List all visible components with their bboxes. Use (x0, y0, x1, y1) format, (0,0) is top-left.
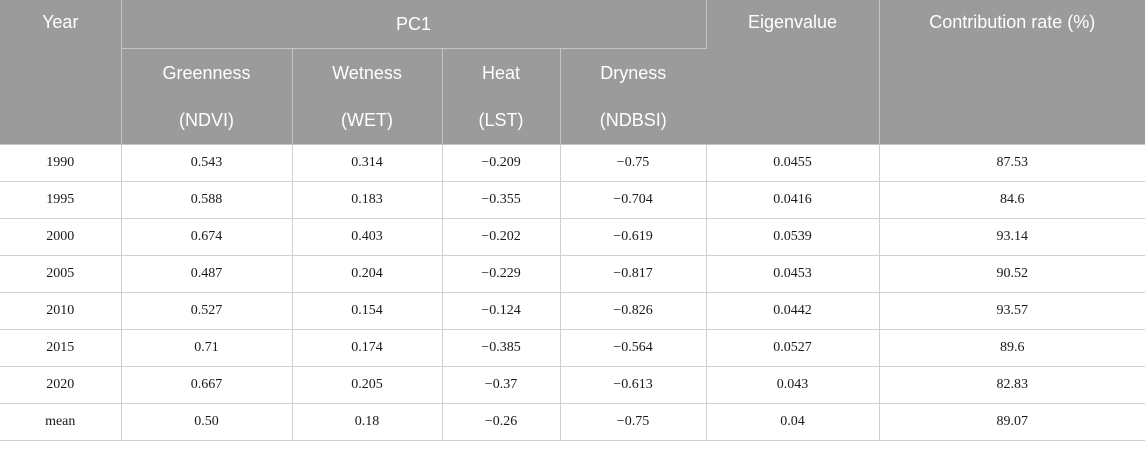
eigenvalue-cell: 0.0416 (706, 181, 880, 219)
header-dryness: Dryness (560, 48, 707, 97)
ndbsi-cell: −0.826 (560, 292, 707, 330)
eigenvalue-cell: 0.0527 (706, 329, 880, 367)
wet-cell: 0.183 (292, 181, 443, 219)
ndbsi-cell: −0.613 (560, 366, 707, 404)
ndvi-cell: 0.50 (121, 403, 293, 441)
contribution-rate-cell: 93.57 (879, 292, 1145, 330)
ndbsi-cell: −0.619 (560, 218, 707, 256)
year-cell: 2000 (0, 218, 122, 256)
table-row: 2020 0.667 0.205 −0.37 −0.613 0.043 82.83 (0, 366, 1145, 404)
wet-cell: 0.314 (292, 144, 443, 182)
table-row: 1995 0.588 0.183 −0.355 −0.704 0.0416 84.6 (0, 181, 1145, 219)
ndvi-cell: 0.527 (121, 292, 293, 330)
wet-cell: 0.154 (292, 292, 443, 330)
lst-cell: −0.124 (442, 292, 561, 330)
ndvi-cell: 0.588 (121, 181, 293, 219)
ndvi-cell: 0.487 (121, 255, 293, 293)
header-contribution-rate: Contribution rate (%) (879, 0, 1145, 145)
ndbsi-cell: −0.817 (560, 255, 707, 293)
header-ndbsi: (NDBSI) (560, 97, 707, 145)
contribution-rate-cell: 84.6 (879, 181, 1145, 219)
ndbsi-cell: −0.75 (560, 403, 707, 441)
lst-cell: −0.229 (442, 255, 561, 293)
contribution-rate-cell: 89.07 (879, 403, 1145, 441)
lst-cell: −0.202 (442, 218, 561, 256)
contribution-rate-cell: 93.14 (879, 218, 1145, 256)
contribution-rate-cell: 89.6 (879, 329, 1145, 367)
lst-cell: −0.37 (442, 366, 561, 404)
contribution-rate-cell: 82.83 (879, 366, 1145, 404)
eigenvalue-cell: 0.0442 (706, 292, 880, 330)
lst-cell: −0.385 (442, 329, 561, 367)
year-cell: 2010 (0, 292, 122, 330)
contribution-rate-cell: 90.52 (879, 255, 1145, 293)
year-cell: 2020 (0, 366, 122, 404)
year-cell: 1990 (0, 144, 122, 182)
ndvi-cell: 0.71 (121, 329, 293, 367)
year-cell: 2015 (0, 329, 122, 367)
pc1-table: Year PC1 Eigenvalue Contribution rate (%… (0, 0, 1145, 441)
ndvi-cell: 0.543 (121, 144, 293, 182)
eigenvalue-cell: 0.0455 (706, 144, 880, 182)
wet-cell: 0.174 (292, 329, 443, 367)
table-row: mean 0.50 0.18 −0.26 −0.75 0.04 89.07 (0, 403, 1145, 441)
year-cell: 1995 (0, 181, 122, 219)
ndvi-cell: 0.667 (121, 366, 293, 404)
table-row: 2005 0.487 0.204 −0.229 −0.817 0.0453 90.52 (0, 255, 1145, 293)
header-ndvi: (NDVI) (121, 97, 293, 145)
table-row: 2015 0.71 0.174 −0.385 −0.564 0.0527 89.6 (0, 329, 1145, 367)
header-wet: (WET) (292, 97, 443, 145)
ndbsi-cell: −0.75 (560, 144, 707, 182)
wet-cell: 0.403 (292, 218, 443, 256)
year-cell: mean (0, 403, 122, 441)
ndbsi-cell: −0.564 (560, 329, 707, 367)
eigenvalue-cell: 0.04 (706, 403, 880, 441)
ndbsi-cell: −0.704 (560, 181, 707, 219)
lst-cell: −0.355 (442, 181, 561, 219)
eigenvalue-cell: 0.0539 (706, 218, 880, 256)
header-wetness: Wetness (292, 48, 443, 97)
eigenvalue-cell: 0.043 (706, 366, 880, 404)
header-year: Year (0, 0, 122, 145)
header-greenness: Greenness (121, 48, 293, 97)
header-eigenvalue: Eigenvalue (706, 0, 880, 145)
table-row: 2010 0.527 0.154 −0.124 −0.826 0.0442 93.57 (0, 292, 1145, 330)
wet-cell: 0.204 (292, 255, 443, 293)
year-cell: 2005 (0, 255, 122, 293)
table-row: 2000 0.674 0.403 −0.202 −0.619 0.0539 93.14 (0, 218, 1145, 256)
header-lst: (LST) (442, 97, 561, 145)
wet-cell: 0.18 (292, 403, 443, 441)
wet-cell: 0.205 (292, 366, 443, 404)
eigenvalue-cell: 0.0453 (706, 255, 880, 293)
lst-cell: −0.26 (442, 403, 561, 441)
table-row: 1990 0.543 0.314 −0.209 −0.75 0.0455 87.53 (0, 144, 1145, 182)
contribution-rate-cell: 87.53 (879, 144, 1145, 182)
header-heat: Heat (442, 48, 561, 97)
ndvi-cell: 0.674 (121, 218, 293, 256)
header-pc1: PC1 (121, 0, 707, 49)
lst-cell: −0.209 (442, 144, 561, 182)
